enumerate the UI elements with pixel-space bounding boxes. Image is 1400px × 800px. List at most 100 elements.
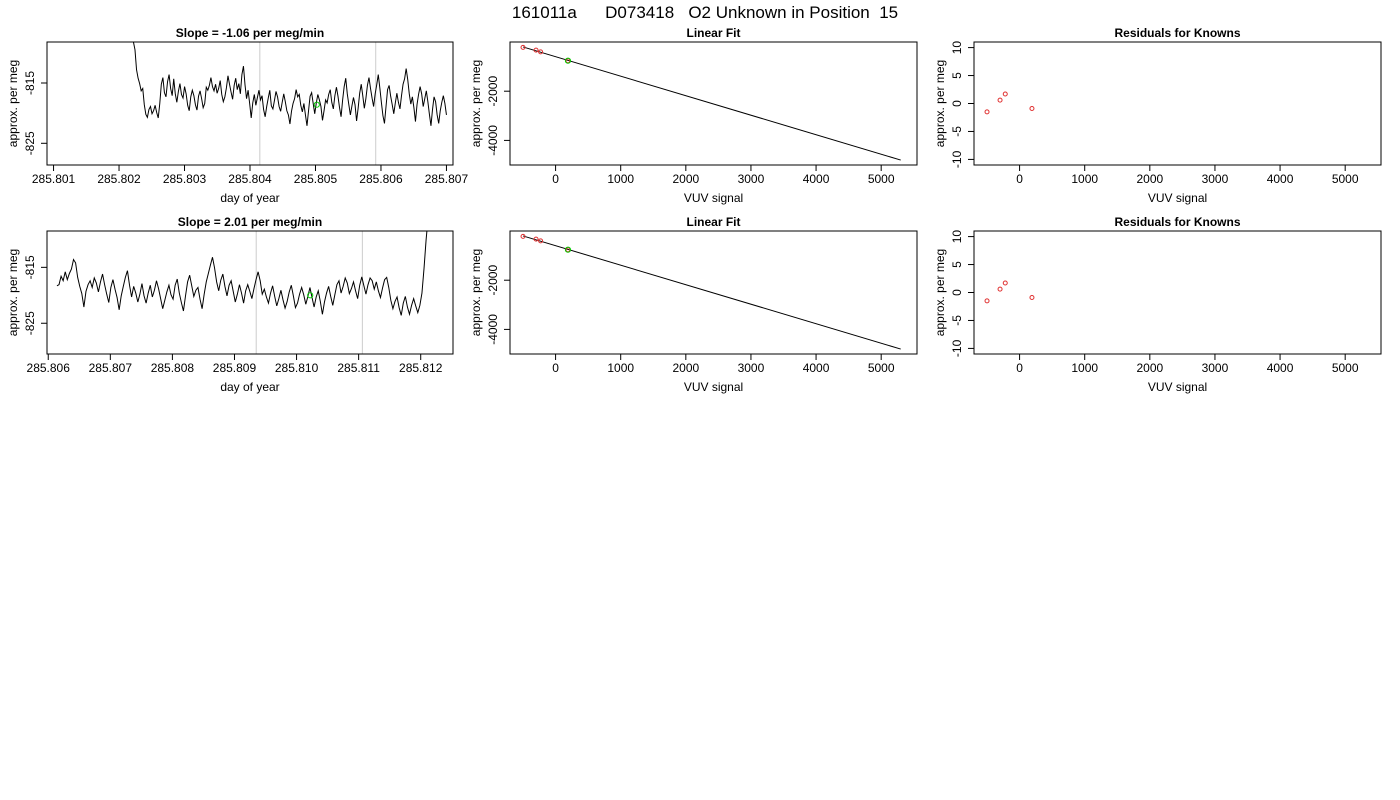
panel-p12: Linear Fit 0 1000 2000 3000 4000 5000 VUV signa… xyxy=(469,26,918,205)
y-tick-label: -10 xyxy=(950,339,964,357)
plot-area xyxy=(520,44,901,161)
y-tick-label: -5 xyxy=(950,126,964,137)
y-tick-label: -2000 xyxy=(486,76,500,107)
panel-frame xyxy=(46,230,454,355)
panel-title: Slope = 2.01 per meg/min xyxy=(178,215,322,229)
fit-line xyxy=(522,46,901,161)
panel-p21: Slope = 2.01 per meg/min 285.806 285.807 28… xyxy=(6,215,454,394)
x-tick-label: 2000 xyxy=(672,172,699,186)
series-line xyxy=(56,231,428,317)
y-axis-label: approx. per meg xyxy=(933,60,947,147)
known-point xyxy=(1029,295,1035,301)
x-tick-label: 285.806 xyxy=(27,361,71,375)
x-tick-label: 3000 xyxy=(1202,172,1229,186)
y-tick-label: 0 xyxy=(950,289,964,296)
x-tick-label: 0 xyxy=(1016,172,1023,186)
panel-p23: Residuals for Knowns 0 1000 2000 3000 4000 500… xyxy=(933,215,1382,394)
known-point xyxy=(533,47,539,53)
x-tick-label: 2000 xyxy=(672,361,699,375)
known-point xyxy=(997,286,1003,292)
series-line xyxy=(132,42,447,126)
y-tick-label: 0 xyxy=(950,100,964,107)
x-tick-label: 285.808 xyxy=(151,361,195,375)
known-point xyxy=(984,109,990,115)
x-tick-label: 285.810 xyxy=(275,361,319,375)
x-tick-label: 5000 xyxy=(1332,172,1359,186)
x-tick-label: 3000 xyxy=(738,172,765,186)
x-tick-label: 1000 xyxy=(1071,172,1098,186)
panel-title: Linear Fit xyxy=(686,215,740,229)
x-tick-label: 285.812 xyxy=(399,361,443,375)
known-point xyxy=(1002,280,1008,286)
known-point xyxy=(1002,91,1008,97)
x-tick-label: 285.804 xyxy=(228,172,272,186)
y-tick-label: -825 xyxy=(23,311,37,335)
x-axis-label: day of year xyxy=(220,380,279,394)
panel-frame xyxy=(973,230,1382,355)
x-tick-label: 3000 xyxy=(1202,361,1229,375)
panel-title: Residuals for Knowns xyxy=(1114,215,1240,229)
x-tick-label: 0 xyxy=(552,361,559,375)
unknown-point xyxy=(307,292,314,299)
known-point xyxy=(1029,106,1035,112)
known-point xyxy=(533,236,539,242)
x-tick-label: 285.803 xyxy=(163,172,207,186)
panel-title: Residuals for Knowns xyxy=(1114,26,1240,40)
x-tick-label: 285.807 xyxy=(425,172,469,186)
y-axis-label: approx. per meg xyxy=(469,60,483,147)
plot-area xyxy=(56,231,428,354)
panel-p13: Residuals for Knowns 0 1000 2000 3000 4000 500… xyxy=(933,26,1382,205)
panel-frame xyxy=(509,230,918,355)
x-tick-label: 285.801 xyxy=(32,172,76,186)
plot-area xyxy=(520,233,901,350)
x-tick-label: 285.806 xyxy=(359,172,403,186)
x-tick-label: 0 xyxy=(1016,361,1023,375)
y-tick-label: -5 xyxy=(950,315,964,326)
panel-p11: Slope = -1.06 per meg/min 285.801 285.802 2… xyxy=(6,26,468,205)
known-point xyxy=(565,247,571,253)
x-axis-label: VUV signal xyxy=(1148,191,1207,205)
unknown-point xyxy=(313,101,320,108)
panel-frame xyxy=(973,41,1382,166)
x-tick-label: 285.802 xyxy=(97,172,141,186)
x-axis-label: VUV signal xyxy=(684,191,743,205)
y-tick-label: -815 xyxy=(23,255,37,279)
x-tick-label: 4000 xyxy=(803,361,830,375)
y-tick-label: -4000 xyxy=(486,125,500,156)
plot-area xyxy=(132,42,447,165)
y-tick-label: -825 xyxy=(23,131,37,155)
known-point xyxy=(538,49,544,55)
y-axis-label: approx. per meg xyxy=(6,249,20,336)
x-tick-label: 2000 xyxy=(1136,361,1163,375)
plot-area xyxy=(984,91,1035,115)
x-tick-label: 2000 xyxy=(1136,172,1163,186)
x-tick-label: 3000 xyxy=(738,361,765,375)
x-tick-label: 285.805 xyxy=(294,172,338,186)
known-point xyxy=(520,233,526,239)
x-tick-label: 285.811 xyxy=(337,361,380,375)
panel-frame xyxy=(46,41,454,166)
x-tick-label: 1000 xyxy=(607,361,634,375)
unknown-point xyxy=(564,246,572,253)
x-tick-label: 1000 xyxy=(607,172,634,186)
x-tick-label: 5000 xyxy=(1332,361,1359,375)
known-point xyxy=(997,97,1003,103)
y-tick-label: -2000 xyxy=(486,265,500,296)
fit-line xyxy=(522,235,901,350)
figure-title: 161011a D073418 O2 Unknown in Position 1… xyxy=(512,3,898,22)
x-axis-label: VUV signal xyxy=(1148,380,1207,394)
x-tick-label: 4000 xyxy=(1267,172,1294,186)
x-axis-label: VUV signal xyxy=(684,380,743,394)
y-axis-label: approx. per meg xyxy=(6,60,20,147)
x-tick-label: 4000 xyxy=(803,172,830,186)
panel-p22: Linear Fit 0 1000 2000 3000 4000 5000 VUV signa… xyxy=(469,215,918,394)
x-tick-label: 0 xyxy=(552,172,559,186)
y-tick-label: -4000 xyxy=(486,314,500,345)
known-point xyxy=(520,44,526,50)
unknown-point xyxy=(564,57,572,64)
x-tick-label: 1000 xyxy=(1071,361,1098,375)
y-tick-label: 10 xyxy=(950,230,964,244)
x-tick-label: 285.809 xyxy=(213,361,257,375)
